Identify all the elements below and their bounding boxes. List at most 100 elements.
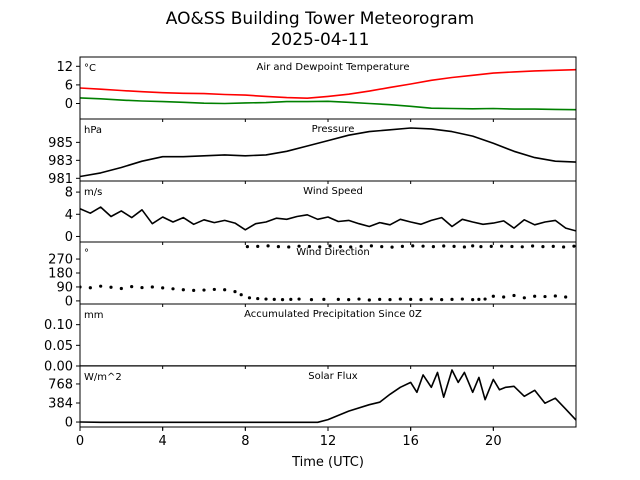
panel-3-point [477, 297, 481, 301]
panel-3-point [440, 298, 444, 302]
panel-3-point [431, 245, 435, 249]
x-tick-label: 16 [402, 434, 419, 449]
panel-3-point [491, 294, 495, 298]
panel-3-point [442, 244, 446, 248]
panel-1-ytick-label: 983 [48, 154, 73, 169]
panel-3-ytick-label: 0 [65, 294, 73, 309]
panel-3-point [452, 244, 456, 248]
panel-2-unit: m/s [84, 187, 102, 198]
panel-5-ytick-label: 0 [65, 416, 73, 431]
x-tick-label: 12 [320, 434, 337, 449]
panel-0-ytick-label: 12 [56, 60, 73, 75]
panel-3-point [181, 288, 185, 292]
panel-0-series-0-line [80, 68, 576, 99]
panel-5-unit: W/m^2 [84, 372, 122, 383]
panel-3-point [130, 285, 134, 289]
panel-5-title: Solar Flux [308, 371, 358, 382]
x-axis-label: Time (UTC) [291, 455, 364, 470]
panel-0-plot-area [80, 68, 576, 111]
panel-2-ytick-label: 4 [65, 208, 73, 223]
x-tick-label: 8 [241, 434, 249, 449]
panel-3-point [400, 244, 404, 248]
x-tick-label: 0 [76, 434, 84, 449]
panel-2-ytick-label: 0 [65, 230, 73, 245]
panel-3-point [531, 244, 535, 248]
panel-3-point [309, 298, 314, 302]
panel-1: 981 983 985 hPa Pressure [48, 118, 577, 187]
panel-3-point [347, 298, 351, 302]
panel-3-point [150, 285, 154, 289]
panel-5-ytick-label: 384 [48, 396, 73, 411]
panel-3-point [419, 298, 423, 302]
panel-3-point [322, 297, 326, 301]
panel-3-point [489, 244, 493, 248]
panel-3-point [411, 244, 415, 248]
panel-3-point [280, 298, 285, 302]
panel-1-series-0-line [80, 127, 576, 178]
panel-2-ytick-label: 8 [65, 186, 73, 201]
panel-3-point [502, 295, 506, 299]
panel-5-plot-area [80, 369, 576, 424]
panel-4-ytick-label: 0.10 [44, 318, 73, 333]
panel-3-point [256, 296, 260, 301]
panel-3-title: Wind Direction [296, 247, 370, 258]
panel-3-point [553, 294, 557, 298]
panel-3-point [471, 244, 475, 248]
panel-3-point [192, 288, 196, 292]
panel-3-point [462, 245, 466, 249]
panel-3-point [483, 297, 487, 301]
panel-3-point [212, 287, 216, 292]
panel-3-ytick-label: 90 [56, 280, 73, 295]
panel-3-point [421, 244, 425, 248]
panel-3-point [369, 244, 373, 248]
panel-3-point [276, 245, 280, 249]
panel-4-ytick-label: 0.00 [44, 360, 73, 375]
panel-3-point [367, 298, 371, 302]
panel-3-point [543, 294, 547, 299]
panel-3-point [119, 286, 123, 291]
panel-3-point [390, 245, 394, 249]
panel-3-point [223, 288, 227, 292]
panel-3-point [272, 297, 276, 301]
panel-0-ytick-label: 0 [65, 97, 73, 112]
panel-3-ytick-label: 180 [48, 267, 73, 282]
panel-3-point [359, 244, 363, 248]
panel-3-point [409, 297, 413, 301]
panel-4-title: Accumulated Precipitation Since 0Z [244, 309, 422, 320]
panel-3-point [479, 245, 483, 249]
panel-3-point [471, 298, 475, 302]
panel-4-ytick-label: 0.05 [44, 339, 73, 354]
panel-2-title: Wind Speed [303, 186, 363, 197]
panel-1-ytick-label: 981 [48, 172, 73, 187]
figure-title: AO&SS Building Tower Meteorogram [166, 9, 474, 29]
panel-3-point [349, 245, 353, 249]
panel-3-point [264, 297, 268, 301]
panel-3-point [247, 296, 252, 300]
panel-3-point [289, 297, 293, 301]
panel-3-point [245, 245, 249, 249]
panel-3-point [88, 286, 92, 290]
panel-3-point [328, 244, 332, 248]
panel-3-point [239, 293, 243, 297]
panel-1-unit: hPa [84, 125, 102, 136]
panel-3-point [378, 297, 382, 301]
panel-3-point [388, 298, 392, 302]
panel-3-point [266, 244, 270, 248]
panels: 0 6 12 °C Air and Dewpoint Temperature 981 983… [44, 56, 577, 431]
panel-3-point [541, 245, 545, 249]
panel-0-title: Air and Dewpoint Temperature [257, 62, 410, 73]
panel-2-plot-area [80, 206, 576, 232]
panel-2-series-0-line [80, 206, 576, 232]
figure-subtitle: 2025-04-11 [271, 30, 370, 50]
panel-3-point [233, 290, 237, 294]
panel-3-plot-area [80, 244, 576, 302]
panel-3-point [140, 285, 144, 290]
panel-3-ytick-label: 270 [48, 253, 73, 268]
panel-3-point [429, 297, 433, 301]
panel-3-point [551, 244, 555, 248]
panel-3-point [171, 287, 175, 291]
panel-3-point [533, 294, 537, 298]
panel-3-point [380, 245, 384, 249]
panel-3-point [520, 245, 524, 249]
